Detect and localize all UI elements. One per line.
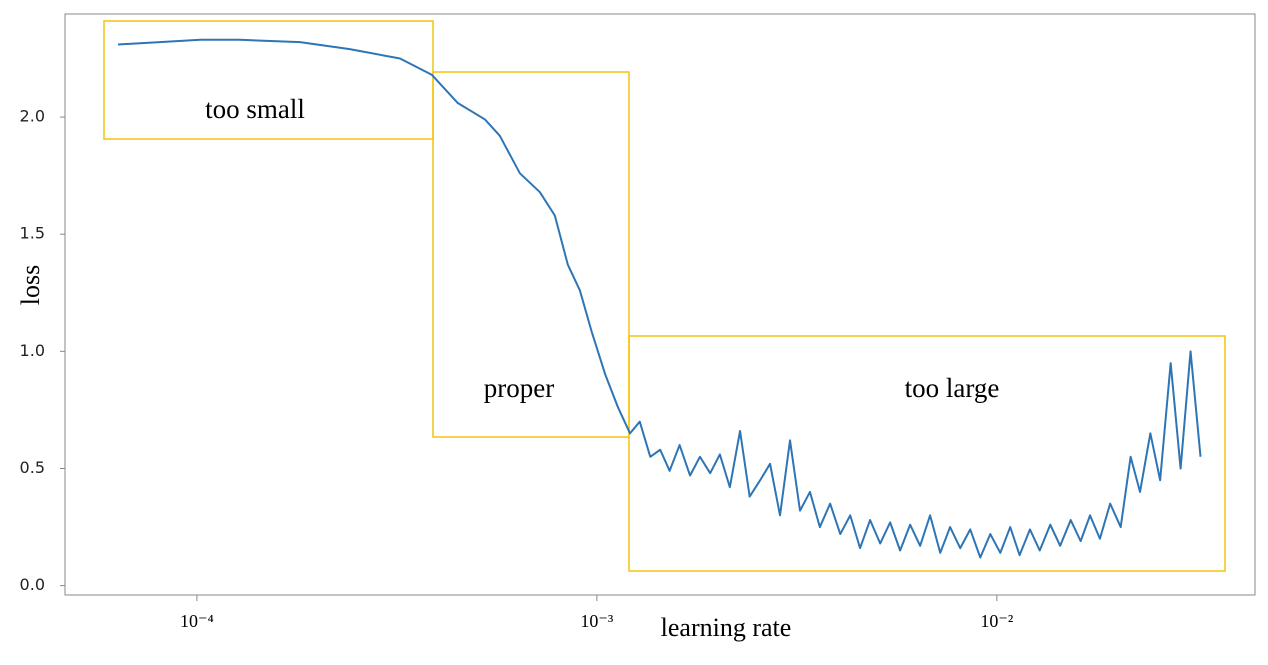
y-tick-label: 0.0 — [20, 575, 45, 594]
x-tick-label: 10⁻³ — [580, 611, 614, 631]
y-tick-label: 0.5 — [20, 458, 45, 477]
annotation-box — [432, 71, 630, 438]
y-tick-label: 2.0 — [20, 107, 45, 126]
annotation-label: too small — [205, 94, 305, 124]
y-axis-label: loss — [16, 265, 45, 305]
plot-frame — [64, 13, 1256, 596]
x-tick-label: 10⁻⁴ — [180, 611, 214, 631]
y-tick-label: 1.5 — [20, 224, 45, 243]
x-axis-label: learning rate — [661, 613, 792, 642]
y-tick-label: 1.0 — [20, 341, 45, 360]
annotation-label: proper — [484, 373, 554, 403]
annotation-box — [628, 335, 1226, 572]
annotation-label: too large — [905, 373, 1000, 403]
x-tick-label: 10⁻² — [980, 611, 1013, 631]
loss-line — [117, 38, 1202, 559]
